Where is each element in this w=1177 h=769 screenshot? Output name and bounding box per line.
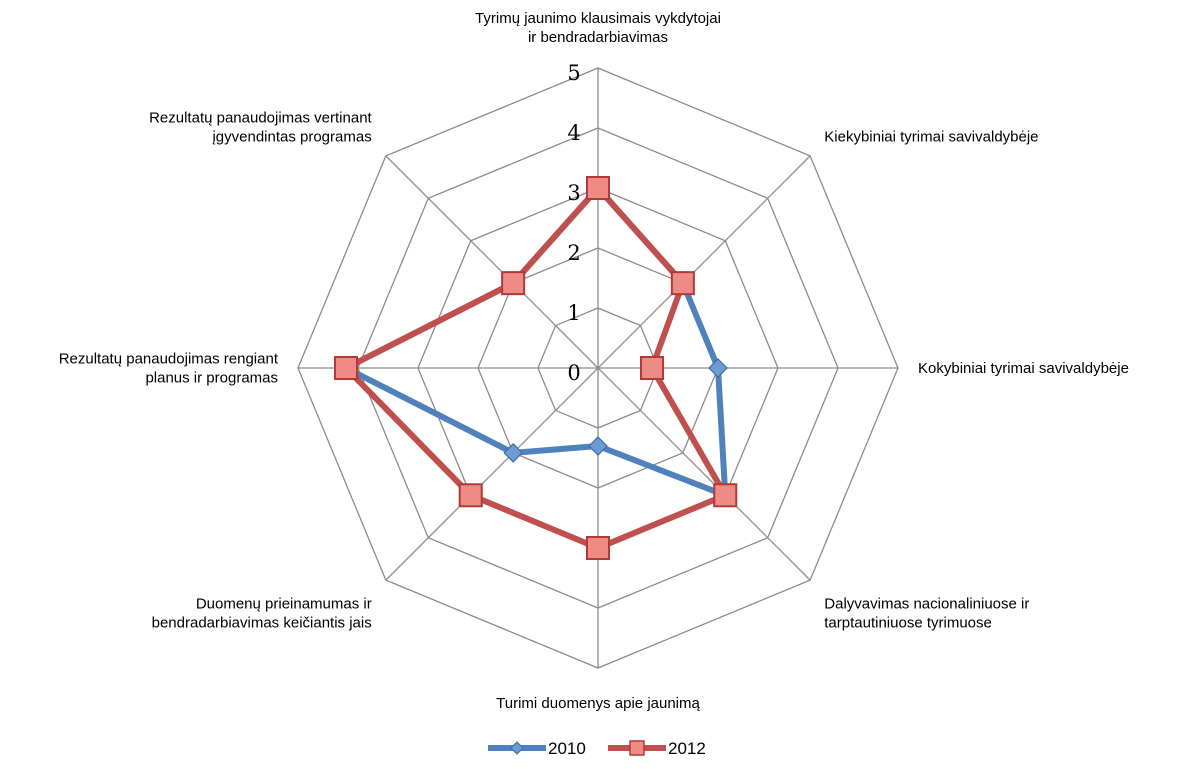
axis-label: Duomenų prieinamumas ir bendradarbiavimas… bbox=[152, 595, 372, 631]
grid-spoke-5 bbox=[385, 367, 599, 581]
data-point-2010 bbox=[588, 436, 608, 456]
radar-grid bbox=[297, 67, 899, 669]
tick-label: 4 bbox=[567, 121, 580, 145]
data-point-2010 bbox=[503, 443, 523, 463]
data-point-2012 bbox=[670, 271, 695, 296]
data-point-2012 bbox=[334, 356, 358, 380]
data-point-2010 bbox=[708, 358, 728, 378]
data-point-2012 bbox=[501, 271, 526, 296]
tick-label: 2 bbox=[567, 241, 580, 265]
radar-axis-labels: Tyrimų jaunimo klausimais vykdytojai ir b… bbox=[59, 10, 1129, 712]
data-point-2012 bbox=[640, 356, 664, 380]
data-point-2012 bbox=[458, 483, 483, 508]
legend-marker-2010 bbox=[510, 741, 524, 755]
grid-spoke-3 bbox=[597, 367, 811, 581]
tick-label: 5 bbox=[567, 61, 580, 85]
legend-label-2010: 2010 bbox=[548, 739, 586, 758]
axis-label: Rezultatų panaudojimas vertinant įgyvendi… bbox=[149, 110, 372, 146]
tick-label: 1 bbox=[567, 301, 580, 325]
axis-label: Dalyvavimas nacionaliniuose ir tarptautin… bbox=[824, 595, 1029, 631]
grid-spoke-7 bbox=[385, 155, 599, 369]
axis-label: Kokybiniai tyrimai savivaldybėje bbox=[918, 360, 1129, 377]
data-point-2012 bbox=[586, 536, 610, 560]
legend-label-2012: 2012 bbox=[668, 739, 706, 758]
chart-legend: 2010 2012 bbox=[488, 739, 706, 758]
grid-spoke-1 bbox=[597, 155, 811, 369]
tick-label: 3 bbox=[567, 181, 580, 205]
radar-series bbox=[334, 176, 738, 560]
axis-label: Kiekybiniai tyrimai savivaldybėje bbox=[824, 129, 1038, 146]
axis-label: Turimi duomenys apie jaunimą bbox=[496, 695, 700, 712]
data-point-2012 bbox=[586, 176, 610, 200]
axis-label: Tyrimų jaunimo klausimais vykdytojai ir b… bbox=[475, 10, 721, 46]
radar-tick-labels: 0 1 2 3 4 5 bbox=[567, 61, 580, 385]
legend-marker-2012 bbox=[629, 740, 645, 756]
data-point-2012 bbox=[713, 483, 738, 508]
tick-label: 0 bbox=[567, 361, 580, 385]
axis-label: Rezultatų panaudojimas rengiant planus ir… bbox=[59, 351, 279, 387]
